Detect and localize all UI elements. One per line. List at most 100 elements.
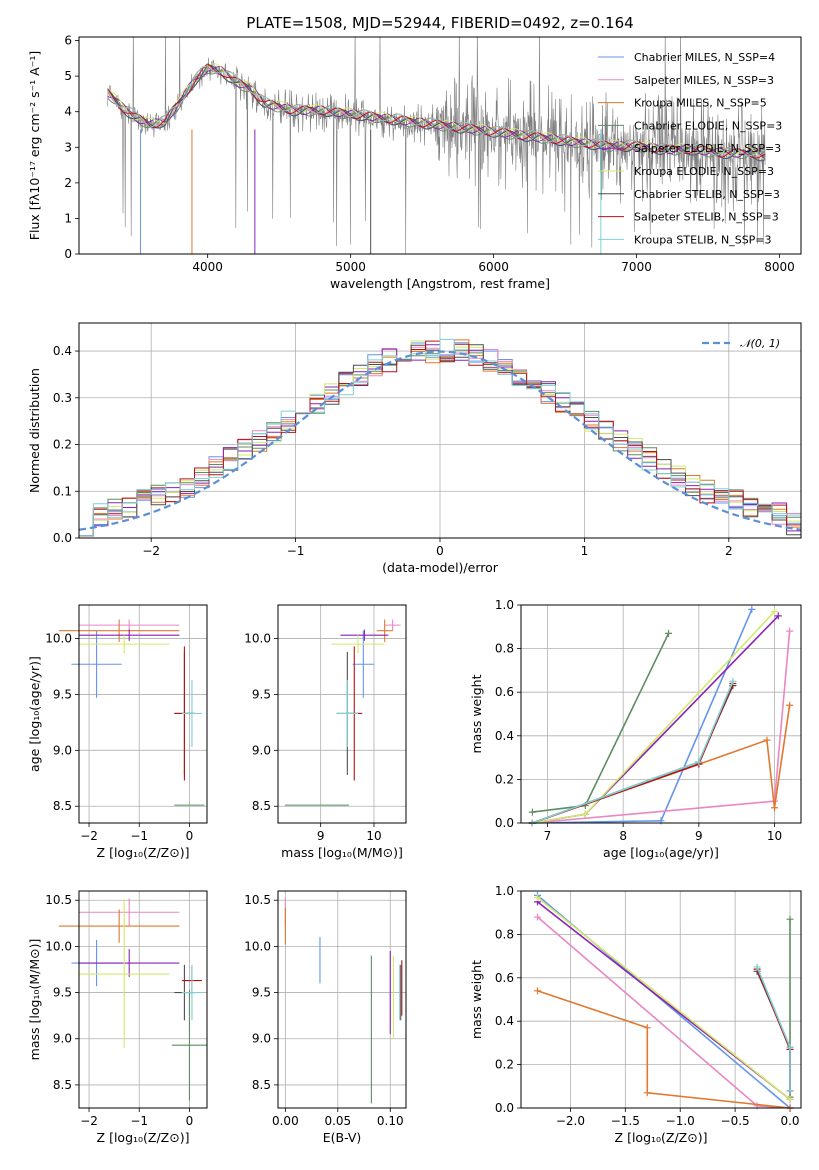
errorbar-kroupa-stelib: [336, 679, 358, 747]
y-tick-label: 0.4: [495, 729, 514, 743]
errorbar-kroupa-stelib: [181, 964, 202, 1021]
series-kroupa-elodie: [533, 894, 794, 1103]
x-tick-label: 9: [317, 829, 325, 843]
errorbar-salpeter-elodie: [79, 949, 180, 977]
point-marker: [786, 627, 794, 635]
x-tick-label: 0.05: [324, 1114, 351, 1128]
point-marker: [643, 1089, 651, 1097]
series-kroupa-stelib: [528, 677, 737, 827]
legend-label: 𝒩(0, 1): [740, 337, 780, 350]
y-tick-label: 9.0: [53, 1032, 72, 1046]
y-tick-label: 9.0: [252, 1032, 271, 1046]
errorbar-salpeter-miles: [79, 619, 180, 631]
mass-weight-vs-age-axes: 7 8 9 10 0.0 0.2 0.4 0.6 0.8 1.0 age [log₁₀(age/yr…: [469, 598, 802, 860]
spectrum-legend: Chabrier MILES, N_SSP=4 Salpeter MILES, N…: [598, 51, 782, 246]
x-tick-label: 7000: [621, 260, 652, 274]
point-marker: [786, 1043, 794, 1051]
y-tick-label: 1.0: [495, 598, 514, 612]
point-marker: [528, 808, 536, 816]
y-axis-label: mass weight: [469, 960, 484, 1039]
age-vs-mass-points: [284, 619, 401, 806]
point-marker: [786, 701, 794, 709]
age-vs-z-axes: −2 −1 0 8.5 9.0 9.5 10.0 Z [log₁₀(Z/Z⊙)] age [lo…: [27, 604, 208, 860]
x-tick-label: −1: [287, 544, 305, 558]
model-spectrum-salpeter-elodie: [107, 66, 766, 160]
errorbar-salpeter-elodie: [340, 629, 389, 641]
x-tick-label: 0: [436, 544, 444, 558]
point-marker: [786, 915, 794, 923]
errorbar-chabrier-elodie: [171, 989, 207, 1101]
y-tick-label: 0.4: [495, 1014, 514, 1028]
y-axis-label: age [log₁₀(age/yr)]: [27, 656, 42, 772]
legend-label: Chabrier STELIB, N_SSP=3: [634, 188, 780, 201]
series-kroupa-elodie: [528, 608, 779, 827]
axes-frame: [78, 604, 208, 824]
point-marker: [774, 612, 782, 620]
histogram-plot: [79, 338, 801, 537]
series-line: [536, 916, 791, 1109]
y-tick-label: 9.5: [53, 687, 72, 701]
point-marker: [533, 913, 541, 921]
x-tick-label: 0.0: [780, 1114, 799, 1128]
y-tick-label: 0.2: [495, 772, 514, 786]
point-marker: [753, 963, 761, 971]
x-tick-label: 10: [366, 829, 381, 843]
spectrum-plot: [107, 37, 766, 254]
x-tick-label: 4000: [192, 260, 223, 274]
legend-label: Salpeter STELIB, N_SSP=3: [634, 211, 779, 224]
y-tick-label: 0: [64, 247, 72, 261]
x-axis-label: wavelength [Angstrom, rest frame]: [330, 276, 550, 291]
series-line: [537, 990, 791, 1109]
x-tick-label: −2: [142, 544, 160, 558]
mass-vs-z-axes: −2 −1 0 8.5 9.0 9.5 10.0 10.5 Z [log₁₀(Z/Z⊙)] mas…: [27, 890, 208, 1145]
errorbar-chabrier-miles: [352, 630, 374, 698]
model-spectrum-chabrier-miles: [107, 64, 766, 161]
y-tick-label: 0.0: [495, 816, 514, 830]
series-line: [537, 896, 791, 1100]
y-tick-label: 10.5: [45, 893, 72, 907]
y-tick-label: 5: [64, 69, 72, 83]
y-tick-label: 9.5: [252, 687, 271, 701]
point-marker: [581, 810, 589, 818]
errorbar-kroupa-elodie: [79, 635, 170, 654]
y-tick-label: 10.0: [45, 939, 72, 953]
x-axis-label: Z [log₁₀(Z/Z⊙)]: [97, 1130, 190, 1145]
y-tick-label: 0.8: [495, 927, 514, 941]
histogram-kroupa-stelib: [79, 338, 801, 537]
y-axis-label: mass weight: [469, 674, 484, 753]
y-tick-label: 0.8: [495, 642, 514, 656]
axes-frame: [277, 890, 407, 1109]
model-spectrum-kroupa-stelib: [107, 65, 766, 157]
point-marker: [763, 736, 771, 744]
series-line: [756, 968, 791, 1091]
y-tick-label: 0.3: [53, 391, 72, 405]
axes-frame: [78, 36, 802, 255]
x-tick-label: 0: [186, 829, 194, 843]
y-tick-label: 0.0: [53, 531, 72, 545]
legend-label: Kroupa STELIB, N_SSP=3: [634, 233, 772, 246]
x-tick-label: −2.0: [556, 1114, 585, 1128]
y-tick-label: 8.5: [53, 1078, 72, 1092]
normal-curve: [79, 350, 801, 531]
errorbar-salpeter-miles: [79, 898, 180, 927]
series-chabrier-elodie: [528, 629, 673, 816]
y-tick-label: 0.2: [53, 438, 72, 452]
x-axis-label: (data-model)/error: [382, 560, 499, 575]
series-chabrier-miles: [528, 605, 756, 827]
x-tick-label: 0.00: [272, 1114, 299, 1128]
y-tick-label: 0.4: [53, 344, 72, 358]
series-salpeter-stelib: [528, 679, 737, 827]
age-vs-z-points: [58, 619, 205, 806]
x-tick-label: −1: [130, 829, 148, 843]
histogram-legend: 𝒩(0, 1): [702, 337, 780, 350]
y-tick-label: 0.2: [495, 1058, 514, 1072]
spectrum-axes: 4000 5000 6000 7000 8000 0 1 2 3 4 5 6 wavelength [A…: [27, 14, 802, 291]
point-marker: [533, 894, 541, 902]
x-tick-label: −1: [130, 1114, 148, 1128]
x-tick-label: 6000: [478, 260, 509, 274]
legend-label: Kroupa ELODIE, N_SSP=3: [634, 165, 774, 178]
x-tick-label: 5000: [335, 260, 366, 274]
series-line: [756, 966, 791, 1091]
errorbar-kroupa-stelib: [181, 679, 202, 747]
